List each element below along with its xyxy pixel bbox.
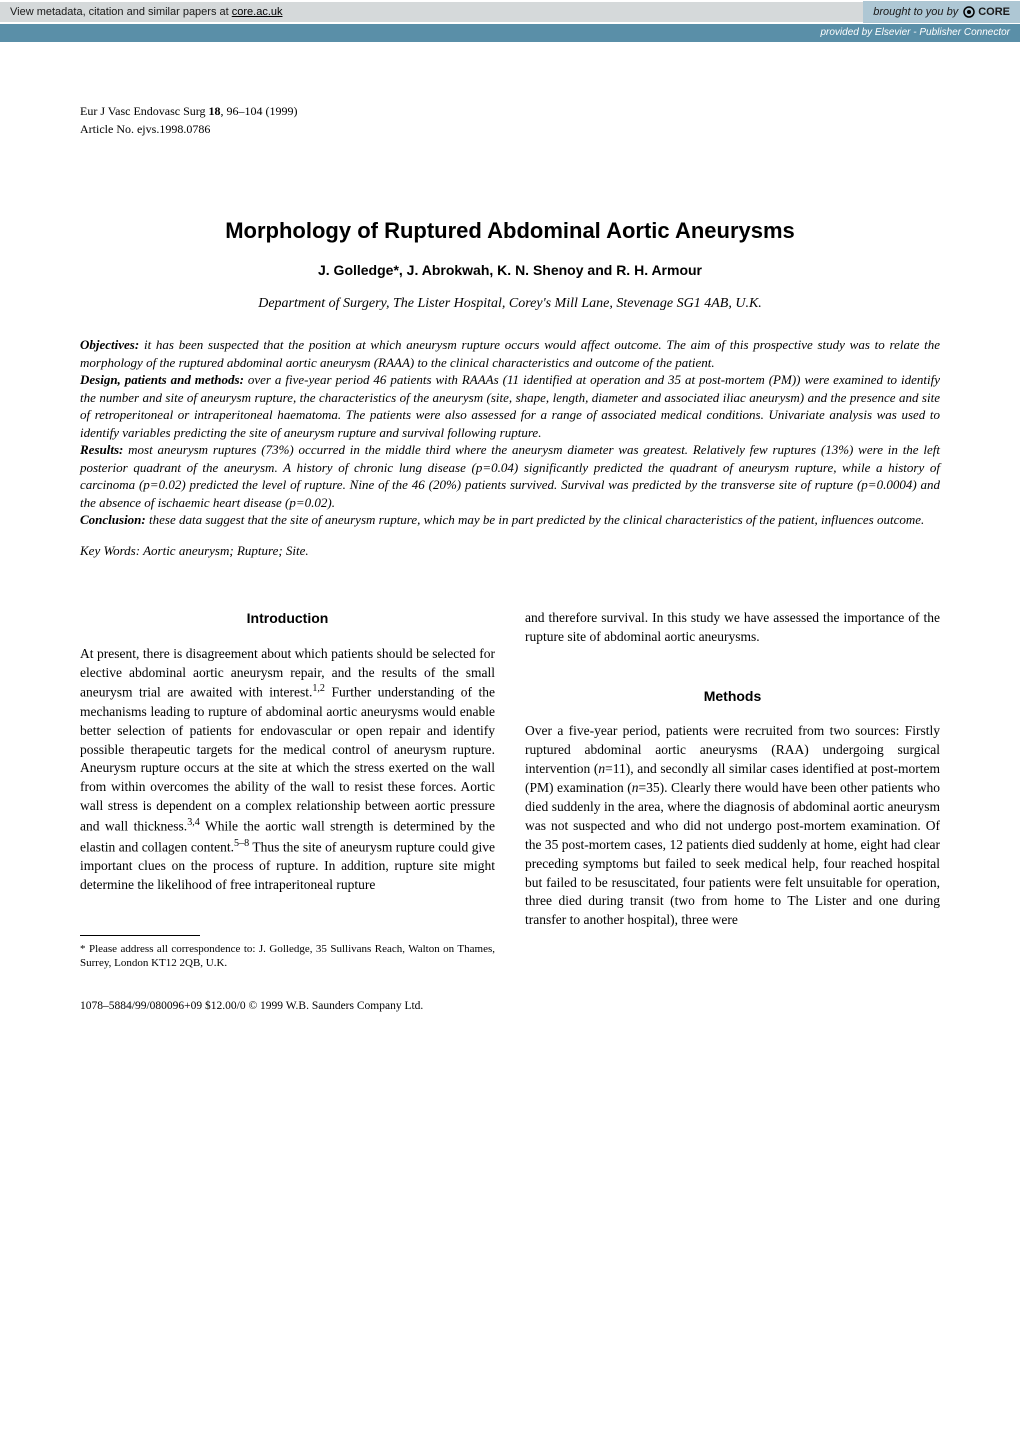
introduction-heading: Introduction bbox=[80, 609, 495, 629]
banner-left: View metadata, citation and similar pape… bbox=[0, 2, 863, 22]
journal-reference: Eur J Vasc Endovasc Surg 18, 96–104 (199… bbox=[80, 102, 940, 138]
methods-eq2: =35). Clearly there would have been othe… bbox=[525, 780, 940, 927]
core-label: CORE bbox=[978, 6, 1010, 18]
provider-text: provided by Elsevier - Publisher Connect… bbox=[820, 27, 1010, 38]
intro-continuation: and therefore survival. In this study we… bbox=[525, 609, 940, 647]
banner-right-text: brought to you by bbox=[873, 6, 958, 18]
provider-bar: provided by Elsevier - Publisher Connect… bbox=[0, 24, 1020, 42]
article-title: Morphology of Ruptured Abdominal Aortic … bbox=[80, 218, 940, 244]
methods-n2: n bbox=[632, 780, 639, 795]
page-content: Eur J Vasc Endovasc Surg 18, 96–104 (199… bbox=[0, 42, 1020, 1062]
right-column: and therefore survival. In this study we… bbox=[525, 609, 940, 970]
design-label: Design, patients and methods: bbox=[80, 372, 244, 387]
journal-volume: 18 bbox=[209, 104, 221, 118]
journal-pages: , 96–104 (1999) bbox=[221, 104, 298, 118]
banner-left-prefix: View metadata, citation and similar pape… bbox=[10, 6, 232, 18]
core-logo: CORE bbox=[962, 5, 1010, 19]
methods-heading: Methods bbox=[525, 687, 940, 707]
methods-paragraph: Over a five-year period, patients were r… bbox=[525, 722, 940, 930]
left-column: Introduction At present, there is disagr… bbox=[80, 609, 495, 970]
conclusion-text: these data suggest that the site of aneu… bbox=[146, 512, 925, 527]
banner-right: brought to you by CORE bbox=[863, 1, 1020, 23]
results-label: Results: bbox=[80, 442, 123, 457]
body-columns: Introduction At present, there is disagr… bbox=[80, 609, 940, 970]
journal-line1-prefix: Eur J Vasc Endovasc Surg bbox=[80, 104, 209, 118]
abstract: Objectives: it has been suspected that t… bbox=[80, 336, 940, 529]
affiliation: Department of Surgery, The Lister Hospit… bbox=[80, 296, 940, 312]
core-icon bbox=[962, 5, 976, 19]
correspondence-footnote: * Please address all correspondence to: … bbox=[80, 942, 495, 971]
introduction-paragraph: At present, there is disagreement about … bbox=[80, 645, 495, 895]
intro-ref-3: 5–8 bbox=[234, 838, 249, 849]
journal-article-no: Article No. ejvs.1998.0786 bbox=[80, 122, 210, 136]
core-link[interactable]: core.ac.uk bbox=[232, 6, 283, 18]
footnote-rule bbox=[80, 935, 200, 936]
intro-text-b: Further understanding of the mechanisms … bbox=[80, 685, 495, 834]
authors: J. Golledge*, J. Abrokwah, K. N. Shenoy … bbox=[80, 262, 940, 278]
conclusion-label: Conclusion: bbox=[80, 512, 146, 527]
intro-ref-2: 3,4 bbox=[187, 817, 200, 828]
metadata-banner: View metadata, citation and similar pape… bbox=[0, 0, 1020, 24]
results-text: most aneurysm ruptures (73%) occurred in… bbox=[80, 442, 940, 510]
intro-ref-1: 1,2 bbox=[312, 683, 325, 694]
objectives-label: Objectives: bbox=[80, 337, 139, 352]
keywords: Key Words: Aortic aneurysm; Rupture; Sit… bbox=[80, 543, 940, 559]
copyright: 1078–5884/99/080096+09 $12.00/0 © 1999 W… bbox=[80, 1000, 940, 1012]
objectives-text: it has been suspected that the position … bbox=[80, 337, 940, 370]
